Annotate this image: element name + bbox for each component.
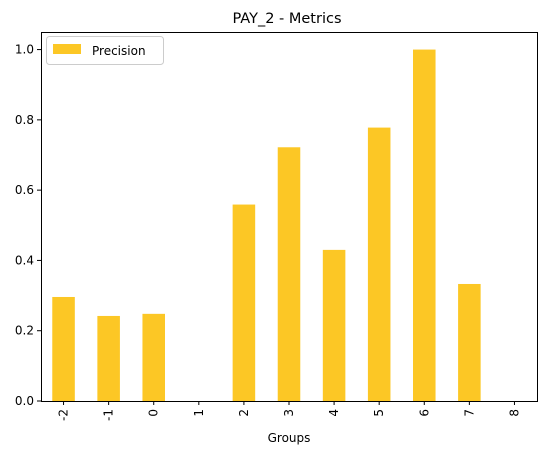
bar-5 (367, 127, 391, 402)
x-tick-label: 8 (507, 409, 521, 417)
x-tick-label: 0 (147, 409, 161, 417)
bar--1 (97, 315, 120, 401)
x-axis-ticks: -2 -1 0 1 2 3 4 5 6 7 8 (57, 401, 521, 421)
y-tick-label: 0.8 (15, 113, 34, 127)
x-tick-label: 3 (282, 409, 296, 417)
bar-0 (142, 313, 165, 401)
y-tick-label: 1.0 (15, 43, 34, 57)
chart-title: PAY_2 - Metrics (232, 11, 341, 27)
legend: Precision (46, 36, 164, 65)
plot-frame (41, 32, 538, 402)
bars-group (52, 49, 481, 402)
bar-2 (232, 204, 256, 401)
x-tick-label: 6 (417, 409, 431, 417)
x-tick-label: 5 (372, 409, 386, 417)
bar--2 (52, 296, 75, 401)
x-tick-label: 4 (327, 409, 341, 417)
legend-label: Precision (92, 44, 146, 58)
x-tick-label: 2 (237, 409, 251, 417)
x-tick-label: 1 (192, 409, 206, 417)
x-tick-label: -1 (102, 409, 116, 421)
bar-3 (277, 147, 301, 401)
legend-swatch (53, 44, 81, 54)
y-axis-ticks: 0.0 0.2 0.4 0.6 0.8 1.0 (15, 43, 41, 408)
y-tick-label: 0.6 (15, 183, 34, 197)
legend-box (46, 36, 164, 65)
y-tick-label: 0.4 (15, 253, 34, 267)
x-tick-label: 7 (462, 409, 476, 417)
x-axis-label: Groups (268, 431, 311, 445)
bar-4 (322, 249, 346, 401)
bar-7 (458, 283, 481, 401)
y-tick-label: 0.2 (15, 324, 34, 338)
bar-6 (413, 49, 436, 401)
x-tick-label: -2 (57, 409, 71, 421)
y-tick-label: 0.0 (15, 394, 34, 408)
